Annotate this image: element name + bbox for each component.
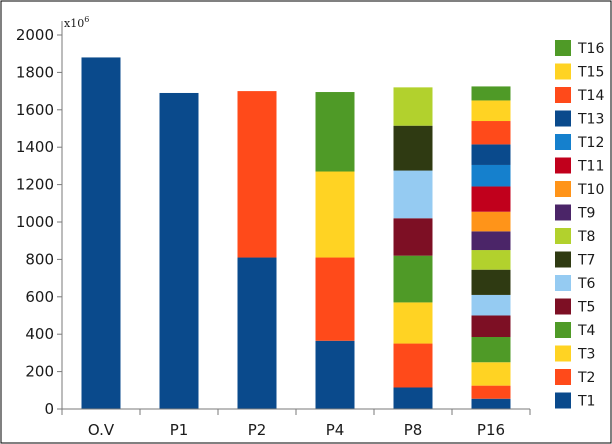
legend-label-t5: T5	[577, 300, 595, 316]
legend-label-t6: T6	[577, 276, 596, 292]
bar-segment-t1-ov	[81, 57, 121, 409]
legend-swatch-t11	[555, 157, 571, 174]
bar-segment-t1-p4	[315, 340, 355, 409]
legend-label-t16: T16	[577, 41, 604, 57]
legend-label-t8: T8	[577, 229, 595, 245]
legend-swatch-t13	[555, 110, 571, 127]
legend-swatch-t5	[555, 298, 571, 315]
legend-swatch-t14	[555, 87, 571, 103]
y-tick-label: 1600	[16, 101, 54, 119]
legend-swatch-t12	[555, 134, 571, 150]
y-multiplier-label: x106	[64, 15, 89, 30]
bar-segment-t2-p2	[237, 91, 277, 258]
bar-segment-t3-p16	[471, 362, 511, 386]
legend-swatch-t16	[555, 40, 571, 56]
legend-label-t4: T4	[577, 323, 596, 339]
bar-segment-t1-p16	[471, 398, 511, 409]
y-tick-label: 1800	[16, 63, 54, 81]
bar-segment-t1-p1	[159, 92, 199, 409]
y-axis: x106 0 200 400 600 800 1000 1200 1400 1600 1800 20…	[16, 15, 89, 418]
y-tick-label: 600	[25, 288, 54, 306]
legend-swatch-t9	[555, 204, 571, 221]
bar-segment-t3-p8	[393, 302, 433, 344]
bar-segment-t6-p8	[393, 170, 433, 219]
plot-area	[81, 57, 511, 409]
bar-segment-t4-p4	[315, 92, 355, 172]
y-tick-label: 200	[25, 363, 54, 381]
legend-label-t14: T14	[577, 88, 604, 104]
x-axis: O.V P1 P2 P4 P8 P16	[61, 408, 531, 439]
bar-segment-t3-p4	[315, 171, 355, 258]
bar-segment-t2-p16	[471, 385, 511, 399]
legend: T16 T15 T14 T13 T12 T11 T10 T9 T8 T7 T6 T5 T4 T3 T2 T1	[555, 40, 604, 410]
y-tick-label: 0	[44, 400, 54, 418]
bar-segment-t4-p16	[471, 337, 511, 363]
legend-label-t10: T10	[577, 182, 604, 198]
legend-label-t3: T3	[577, 347, 595, 363]
bar-segment-t14-p16	[471, 121, 511, 145]
legend-label-t13: T13	[577, 112, 604, 128]
y-tick-label: 1200	[16, 176, 54, 194]
legend-swatch-t15	[555, 63, 571, 80]
y-tick-label: 800	[25, 250, 54, 268]
legend-swatch-t8	[555, 228, 571, 244]
bar-segment-t2-p4	[315, 257, 355, 341]
legend-swatch-t7	[555, 251, 571, 268]
legend-swatch-t10	[555, 181, 571, 197]
bar-segment-t15-p16	[471, 100, 511, 122]
bar-segment-t6-p16	[471, 294, 511, 316]
legend-label-t2: T2	[577, 370, 595, 386]
bar-segment-t12-p16	[471, 164, 511, 187]
legend-label-t11: T11	[577, 159, 604, 175]
x-tick-label: P4	[326, 421, 345, 439]
bar-segment-t1-p8	[393, 387, 433, 409]
legend-label-t7: T7	[577, 253, 595, 269]
bar-segment-t5-p16	[471, 315, 511, 338]
legend-swatch-t3	[555, 345, 571, 362]
bar-segment-t4-p8	[393, 255, 433, 303]
bar-segment-t16-p16	[471, 86, 511, 101]
legend-swatch-t6	[555, 275, 571, 291]
legend-label-t12: T12	[577, 135, 604, 151]
bar-segment-t2-p8	[393, 343, 433, 388]
y-tick-label: 2000	[16, 26, 54, 44]
bar-segment-t11-p16	[471, 186, 511, 212]
x-tick-label: P8	[404, 421, 423, 439]
bar-segment-t7-p16	[471, 269, 511, 295]
legend-label-t9: T9	[577, 206, 595, 222]
bar-segment-t10-p16	[471, 211, 511, 232]
bar-segment-t5-p8	[393, 218, 433, 256]
legend-label-t1: T1	[577, 394, 595, 410]
x-tick-label: O.V	[88, 421, 115, 439]
bar-segment-t9-p16	[471, 231, 511, 251]
bar-segment-t8-p16	[471, 250, 511, 270]
x-tick-label: P2	[248, 421, 267, 439]
y-tick-label: 1400	[16, 138, 54, 156]
legend-swatch-t1	[555, 392, 571, 409]
y-tick-label: 1000	[16, 213, 54, 231]
legend-swatch-t4	[555, 322, 571, 338]
x-tick-label: P16	[477, 421, 505, 439]
x-tick-label: P1	[170, 421, 189, 439]
legend-swatch-t2	[555, 369, 571, 385]
bar-segment-t7-p8	[393, 125, 433, 171]
y-tick-label: 400	[25, 325, 54, 343]
bar-segment-t1-p2	[237, 257, 277, 409]
bar-segment-t13-p16	[471, 144, 511, 165]
bar-segment-t8-p8	[393, 87, 433, 126]
legend-label-t15: T15	[577, 65, 604, 81]
